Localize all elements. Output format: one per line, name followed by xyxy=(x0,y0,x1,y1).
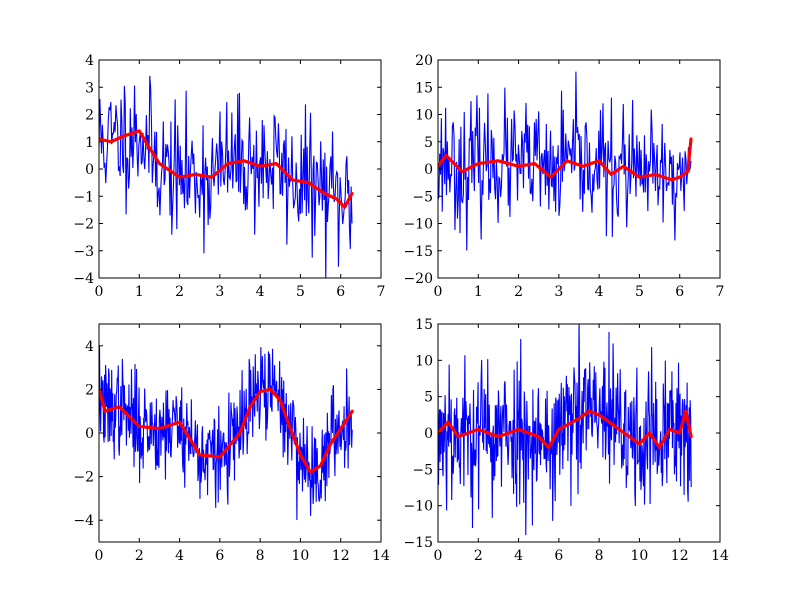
x-tick-label: 3 xyxy=(554,284,563,300)
x-tick-label: 10 xyxy=(292,548,310,564)
x-tick-label: 6 xyxy=(675,284,684,300)
x-tick-label: 2 xyxy=(514,284,523,300)
y-tick-label: −2 xyxy=(73,470,94,486)
x-tick-label: 0 xyxy=(434,284,443,300)
series-noisy-line xyxy=(99,75,353,278)
x-tick-label: 2 xyxy=(135,548,144,564)
y-tick-label: 0 xyxy=(424,426,433,442)
y-tick-label: 5 xyxy=(424,390,433,406)
series-noisy-line xyxy=(438,324,692,536)
x-tick-label: 6 xyxy=(336,284,345,300)
y-tick-label: 15 xyxy=(415,317,433,333)
x-tick-label: 4 xyxy=(175,548,184,564)
x-tick-label: 12 xyxy=(671,548,689,564)
y-tick-label: −4 xyxy=(73,271,94,287)
y-tick-label: −1 xyxy=(73,189,94,205)
y-tick-label: 0 xyxy=(85,162,94,178)
y-tick-label: 2 xyxy=(85,108,94,124)
panel-bottom-left: 0 2 4 6 8 10 12 14 −4 −2 0 2 4 xyxy=(73,323,390,564)
panel-top-right: 0 1 2 3 4 5 6 7 −20 −15 −10 −5 0 5 10 15 20 xyxy=(403,53,724,300)
x-tick-label: 0 xyxy=(434,548,443,564)
x-tick-label: 5 xyxy=(635,284,644,300)
x-tick-label: 7 xyxy=(716,284,725,300)
y-tick-label: 15 xyxy=(415,80,433,96)
y-tick-label: 10 xyxy=(415,353,433,369)
y-tick-label: −5 xyxy=(412,462,433,478)
series-smoothed-line xyxy=(438,409,693,450)
x-tick-label: 0 xyxy=(95,284,104,300)
x-tick-label: 2 xyxy=(474,548,483,564)
y-tick-label: 0 xyxy=(424,162,433,178)
x-tick-label: 6 xyxy=(215,548,224,564)
x-tick-label: 12 xyxy=(332,548,350,564)
x-tick-label: 14 xyxy=(372,548,390,564)
series-noisy-line xyxy=(438,71,692,251)
x-tick-label: 14 xyxy=(711,548,729,564)
y-tick-label: 4 xyxy=(85,53,94,69)
x-tick-label: 6 xyxy=(554,548,563,564)
y-tick-label: 3 xyxy=(85,80,94,96)
y-tick-label: −3 xyxy=(73,244,94,260)
y-tick-label: −10 xyxy=(403,217,433,233)
x-tick-label: 8 xyxy=(595,548,604,564)
x-tick-label: 5 xyxy=(296,284,305,300)
y-tick-label: 2 xyxy=(85,382,94,398)
x-tick-label: 8 xyxy=(256,548,265,564)
x-tick-label: 1 xyxy=(135,284,144,300)
x-tick-label: 7 xyxy=(377,284,386,300)
x-tick-label: 2 xyxy=(175,284,184,300)
y-tick-label: −5 xyxy=(412,189,433,205)
series-smoothed-line xyxy=(99,387,354,474)
series-noisy-line xyxy=(99,346,353,521)
x-tick-label: 4 xyxy=(256,284,265,300)
y-tick-label: 1 xyxy=(85,135,94,151)
y-tick-label: 10 xyxy=(415,108,433,124)
x-tick-label: 0 xyxy=(95,548,104,564)
y-tick-label: −2 xyxy=(73,217,94,233)
x-tick-label: 4 xyxy=(514,548,523,564)
panel-bottom-right: 0 2 4 6 8 10 12 14 −15 −10 −5 0 5 10 15 xyxy=(403,317,729,564)
y-tick-label: −15 xyxy=(403,535,433,551)
x-tick-label: 4 xyxy=(595,284,604,300)
y-tick-label: 5 xyxy=(424,135,433,151)
y-tick-label: −15 xyxy=(403,244,433,260)
x-tick-label: 10 xyxy=(631,548,649,564)
y-tick-label: 20 xyxy=(415,53,433,69)
panel-top-left: 0 1 2 3 4 5 6 7 −4 −3 −2 −1 0 1 2 3 4 xyxy=(73,53,385,300)
y-tick-label: −4 xyxy=(73,513,94,529)
y-tick-label: −20 xyxy=(403,271,433,287)
series-smoothed-line xyxy=(438,137,693,182)
x-tick-label: 3 xyxy=(215,284,224,300)
y-tick-label: 0 xyxy=(85,426,94,442)
y-tick-label: −10 xyxy=(403,499,433,515)
series-smoothed-line xyxy=(99,129,354,209)
x-tick-label: 1 xyxy=(474,284,483,300)
y-tick-label: 4 xyxy=(85,339,94,355)
